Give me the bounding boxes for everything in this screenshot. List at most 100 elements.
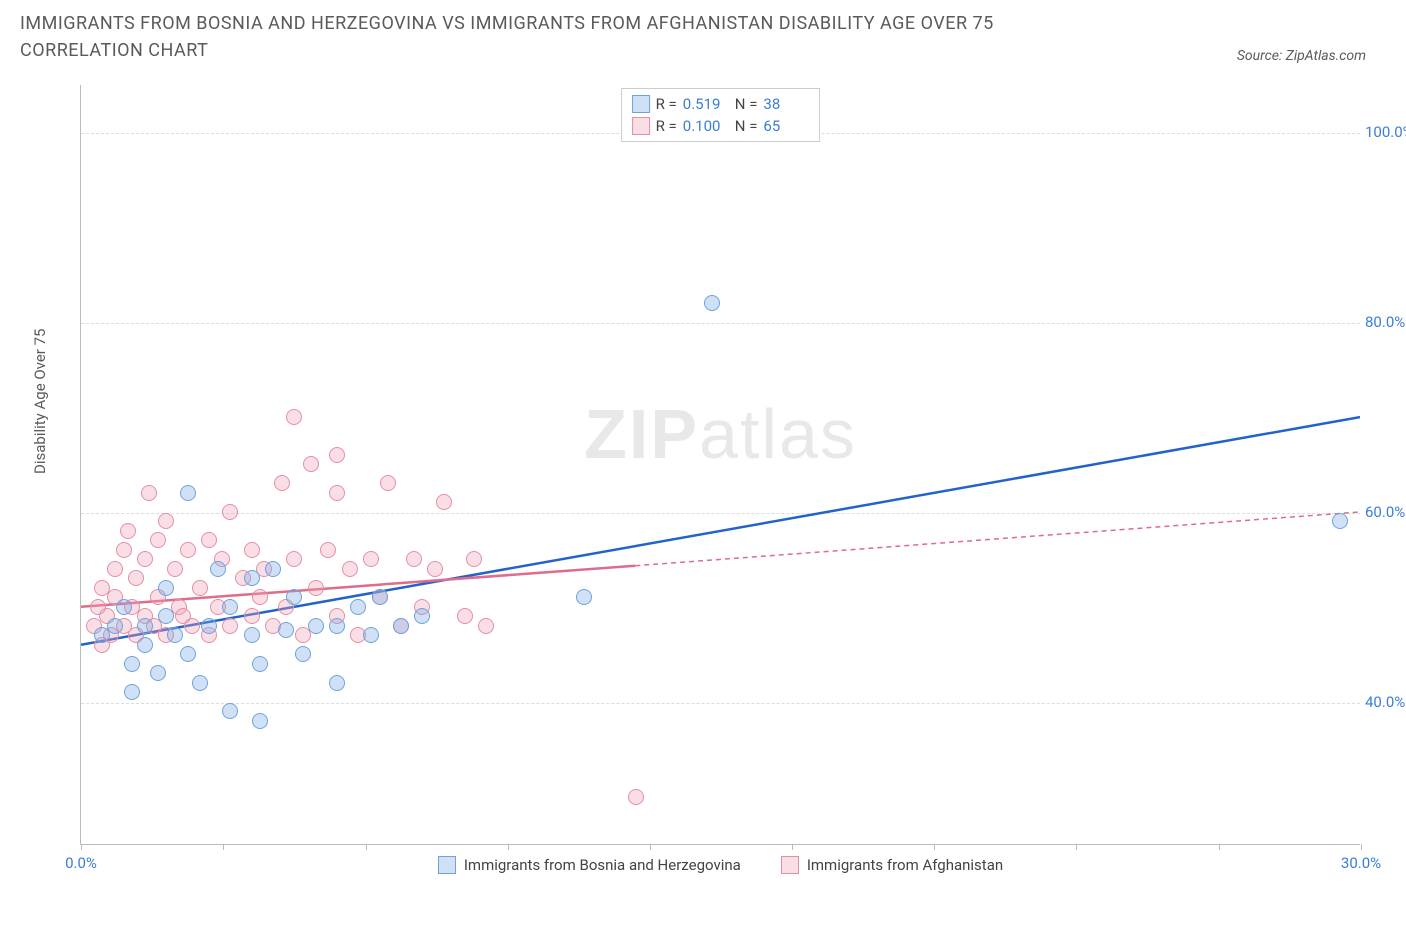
data-point-bosnia <box>192 675 208 691</box>
data-point-afghanistan <box>180 542 196 558</box>
legend-label: Immigrants from Afghanistan <box>807 856 1003 874</box>
gridline <box>81 513 1360 514</box>
data-point-afghanistan <box>116 542 132 558</box>
legend-label: Immigrants from Bosnia and Herzegovina <box>464 856 741 874</box>
n-label: N = <box>735 95 758 113</box>
data-point-afghanistan <box>320 542 336 558</box>
data-point-bosnia <box>1332 513 1348 529</box>
data-point-bosnia <box>201 618 217 634</box>
data-point-afghanistan <box>167 561 183 577</box>
plot-region: ZIPatlas 40.0%60.0%80.0%100.0% R = 0.519… <box>80 85 1360 845</box>
data-point-bosnia <box>244 570 260 586</box>
data-point-bosnia <box>286 589 302 605</box>
data-point-bosnia <box>116 599 132 615</box>
x-tick <box>934 844 935 850</box>
data-point-bosnia <box>158 608 174 624</box>
data-point-afghanistan <box>303 456 319 472</box>
data-point-bosnia <box>393 618 409 634</box>
source-label: Source: ZipAtlas.com <box>1237 48 1386 64</box>
data-point-bosnia <box>329 618 345 634</box>
data-point-afghanistan <box>436 494 452 510</box>
chart-title: IMMIGRANTS FROM BOSNIA AND HERZEGOVINA V… <box>20 10 1120 64</box>
swatch-bosnia <box>438 856 456 874</box>
x-tick <box>508 844 509 850</box>
r-label: R = <box>656 95 677 113</box>
data-point-bosnia <box>372 589 388 605</box>
data-point-afghanistan <box>286 551 302 567</box>
r-label: R = <box>656 117 677 135</box>
data-point-afghanistan <box>380 475 396 491</box>
data-point-bosnia <box>180 646 196 662</box>
data-point-afghanistan <box>457 608 473 624</box>
data-point-afghanistan <box>329 447 345 463</box>
x-tick <box>650 844 651 850</box>
data-point-afghanistan <box>252 589 268 605</box>
y-axis-label: Disability Age Over 75 <box>31 329 49 474</box>
trend-line-dashed-afghanistan <box>635 512 1360 566</box>
n-label: N = <box>735 117 758 135</box>
r-value: 0.100 <box>683 117 729 135</box>
x-tick <box>366 844 367 850</box>
data-point-bosnia <box>252 713 268 729</box>
r-value: 0.519 <box>683 95 729 113</box>
data-point-bosnia <box>124 684 140 700</box>
legend-item-bosnia: Immigrants from Bosnia and Herzegovina <box>438 856 741 874</box>
data-point-bosnia <box>137 637 153 653</box>
swatch-afghanistan <box>632 117 650 135</box>
x-tick <box>223 844 224 850</box>
data-point-bosnia <box>278 622 294 638</box>
data-point-afghanistan <box>308 580 324 596</box>
data-point-bosnia <box>329 675 345 691</box>
data-point-bosnia <box>350 599 366 615</box>
data-point-afghanistan <box>137 551 153 567</box>
x-tick <box>1076 844 1077 850</box>
data-point-bosnia <box>252 656 268 672</box>
data-point-afghanistan <box>128 570 144 586</box>
y-tick-label: 80.0% <box>1365 313 1406 331</box>
data-point-bosnia <box>244 627 260 643</box>
data-point-afghanistan <box>342 561 358 577</box>
x-tick <box>81 844 82 850</box>
data-point-afghanistan <box>363 551 379 567</box>
data-point-afghanistan <box>406 551 422 567</box>
data-point-bosnia <box>704 295 720 311</box>
data-point-bosnia <box>158 580 174 596</box>
data-point-bosnia <box>414 608 430 624</box>
data-point-afghanistan <box>192 580 208 596</box>
gridline <box>81 323 1360 324</box>
data-point-afghanistan <box>244 542 260 558</box>
stats-row-afghanistan: R = 0.100 N = 65 <box>632 115 810 137</box>
data-point-bosnia <box>265 561 281 577</box>
data-point-afghanistan <box>120 523 136 539</box>
stats-row-bosnia: R = 0.519N = 38 <box>632 93 810 115</box>
chart-area: Disability Age Over 75 ZIPatlas 40.0%60.… <box>50 85 1370 875</box>
data-point-bosnia <box>222 703 238 719</box>
data-point-bosnia <box>167 627 183 643</box>
data-point-bosnia <box>124 656 140 672</box>
x-tick <box>1361 844 1362 850</box>
data-point-bosnia <box>180 485 196 501</box>
data-point-bosnia <box>295 646 311 662</box>
data-point-afghanistan <box>286 409 302 425</box>
trend-line-bosnia <box>81 417 1360 645</box>
data-point-afghanistan <box>427 561 443 577</box>
data-point-afghanistan <box>466 551 482 567</box>
data-point-bosnia <box>137 618 153 634</box>
x-tick <box>1219 844 1220 850</box>
n-value: 65 <box>763 117 809 135</box>
gridline <box>81 703 1360 704</box>
data-point-afghanistan <box>158 513 174 529</box>
data-point-bosnia <box>222 599 238 615</box>
data-point-afghanistan <box>628 789 644 805</box>
data-point-afghanistan <box>244 608 260 624</box>
data-point-bosnia <box>150 665 166 681</box>
swatch-bosnia <box>632 95 650 113</box>
data-point-afghanistan <box>107 561 123 577</box>
data-point-afghanistan <box>141 485 157 501</box>
data-point-afghanistan <box>184 618 200 634</box>
data-point-bosnia <box>107 618 123 634</box>
data-point-bosnia <box>363 627 379 643</box>
y-tick-label: 40.0% <box>1365 693 1406 711</box>
data-point-afghanistan <box>274 475 290 491</box>
data-point-bosnia <box>210 561 226 577</box>
